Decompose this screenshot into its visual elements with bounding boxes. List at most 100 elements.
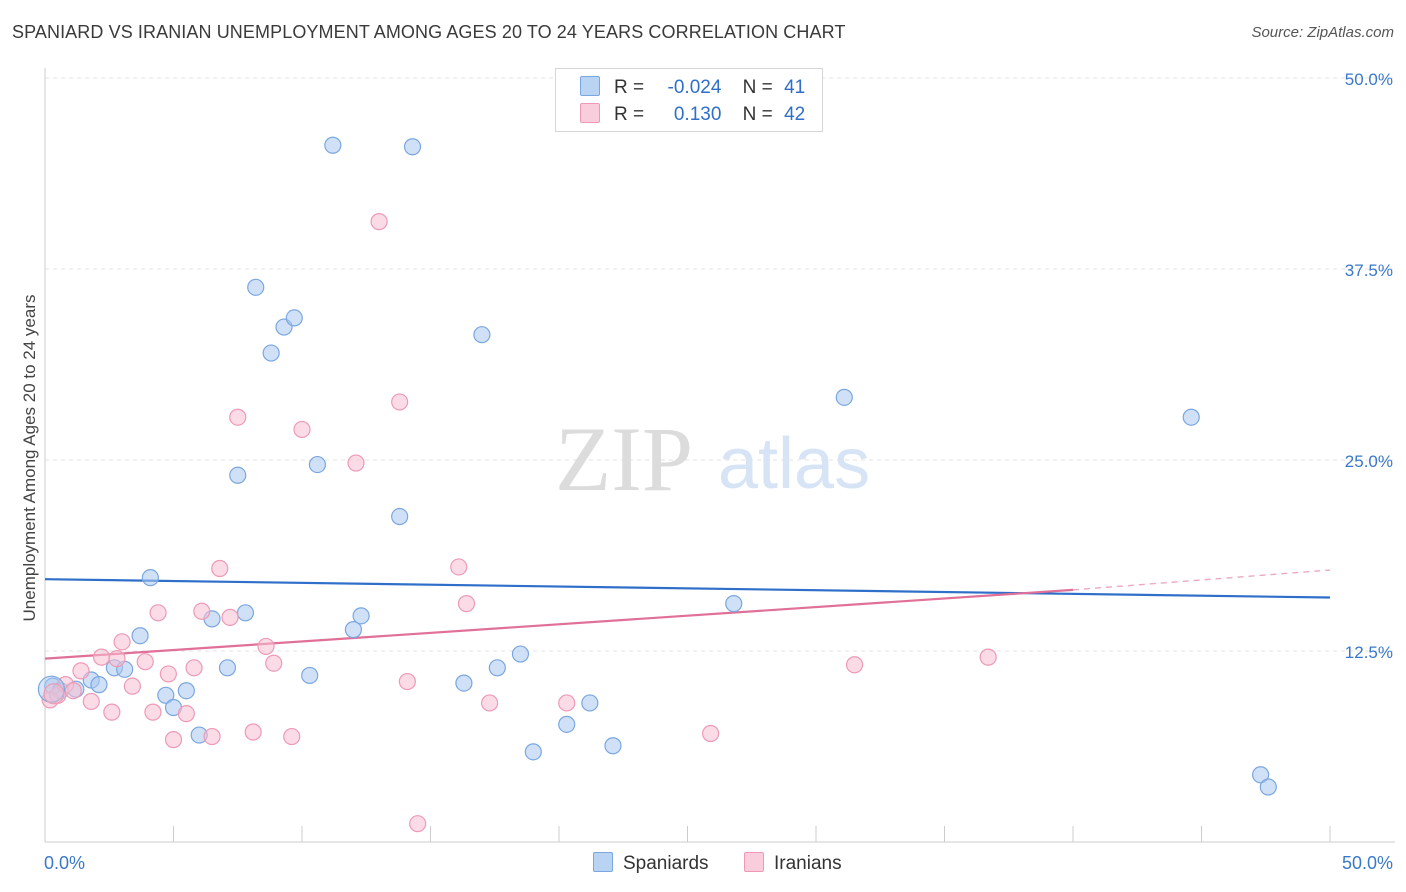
spaniards-point (324, 136, 342, 154)
spaniards-point (90, 676, 108, 694)
spaniards-point (835, 388, 853, 406)
spaniards-point (344, 621, 362, 639)
iranians-point (64, 682, 82, 700)
spaniards-point (262, 344, 280, 362)
spaniards-point (141, 569, 159, 587)
iranians-point (149, 604, 167, 622)
bottom-legend-label-spaniards: Spaniards (623, 853, 709, 874)
iranians-point (398, 672, 416, 691)
iranians-point (257, 637, 275, 656)
spaniards-point (236, 604, 255, 622)
iranians-point (72, 662, 90, 680)
bottom-legend-swatch-spaniards (593, 852, 613, 872)
iranians-point (457, 595, 476, 613)
iranians-trend-extension (1072, 569, 1331, 591)
iranians-point (265, 654, 283, 672)
iranians-point (450, 558, 468, 576)
watermark: ZIP atlas (555, 408, 870, 510)
spaniards-point (524, 743, 542, 761)
spaniards-point (308, 455, 327, 474)
spaniards-point (352, 607, 370, 625)
legend-n-label: N = (742, 104, 773, 125)
watermark-atlas: atlas (718, 424, 870, 504)
iranians-point (108, 650, 126, 668)
spaniards-point (558, 715, 576, 733)
axes (44, 68, 1395, 843)
spaniards-point (403, 138, 422, 156)
trend-lines (44, 569, 1331, 660)
stats-legend: R = -0.024 N = 41 R = 0.130 N = 42 (555, 68, 823, 132)
legend-r-label: R = (614, 77, 645, 98)
iranians-point (159, 665, 177, 683)
y-tick-label: 50.0% (1345, 70, 1393, 89)
spaniards-point (511, 645, 530, 663)
watermark-zip: ZIP (555, 408, 693, 510)
iranians-point (43, 683, 65, 705)
spaniards-point (581, 694, 599, 712)
legend-r-label: R = (614, 104, 645, 125)
iranians-point (558, 694, 576, 712)
spaniards-point (301, 666, 319, 685)
iranians-point (370, 213, 388, 231)
bottom-legend-spaniards[interactable]: Spaniards (593, 852, 709, 875)
iranians-point (293, 420, 311, 439)
bottom-legend-iranians[interactable]: Iranians (744, 852, 842, 875)
iranians-point (481, 694, 499, 712)
iranians-point (185, 659, 203, 677)
data-points (37, 136, 1277, 833)
legend-row-spaniards: R = -0.024 N = 41 (580, 76, 805, 100)
spaniards-point (488, 659, 506, 677)
y-tick-label: 37.5% (1345, 261, 1393, 280)
iranians-point (845, 656, 864, 674)
source-label: Source: ZipAtlas.com (1251, 24, 1394, 41)
iranians-point (193, 602, 211, 620)
chart-title: SPANIARD VS IRANIAN UNEMPLOYMENT AMONG A… (12, 22, 846, 42)
iranians-point (92, 648, 111, 666)
iranians-point (229, 408, 247, 426)
legend-r-value: 0.130 (673, 104, 722, 125)
spaniards-point (725, 595, 743, 613)
iranians-point (164, 731, 183, 749)
iranians-point (347, 454, 365, 472)
legend-swatch-iranians (580, 103, 600, 123)
bottom-legend-swatch-iranians (744, 852, 764, 872)
iranians-point (211, 559, 229, 578)
legend-n-value: 41 (784, 77, 806, 98)
gridlines (45, 77, 1395, 652)
iranians-point (103, 703, 121, 721)
iranians-point (123, 677, 141, 695)
iranians-point (113, 633, 131, 651)
legend-r-value: -0.024 (667, 77, 722, 98)
iranians-point (244, 723, 262, 741)
bottom-legend-label-iranians: Iranians (774, 853, 842, 874)
iranians-point (283, 727, 301, 746)
iranians-point (391, 393, 409, 411)
iranians-trend-line (44, 588, 1074, 660)
spaniards-point (455, 674, 473, 692)
iranians-point (979, 648, 997, 666)
spaniards-point (391, 507, 409, 526)
legend-swatch-spaniards (580, 76, 600, 96)
tick-labels: 12.5% 25.0% 37.5% 50.0% 0.0% 50.0% (44, 70, 1393, 873)
iranians-point (409, 815, 427, 833)
spaniards-point (1252, 766, 1270, 784)
spaniards-point (131, 627, 149, 645)
iranians-point (702, 724, 720, 743)
legend-n-value: 42 (784, 104, 806, 125)
x-tick-label: 0.0% (44, 853, 85, 873)
spaniards-point (37, 675, 66, 703)
x-tick-label: 50.0% (1342, 853, 1393, 873)
spaniards-point (157, 686, 175, 704)
spaniards-point (218, 659, 237, 677)
y-axis-label: Unemployment Among Ages 20 to 24 years (20, 294, 39, 622)
iranians-point (82, 692, 100, 711)
legend-n-label: N = (742, 77, 773, 98)
spaniards-trend-line (44, 578, 1331, 599)
spaniards-point (247, 278, 265, 296)
spaniards-point (285, 309, 303, 327)
iranians-point (144, 703, 162, 721)
iranians-point (221, 608, 239, 626)
spaniards-point (1259, 778, 1277, 796)
legend-row-iranians: R = 0.130 N = 42 (580, 103, 805, 127)
